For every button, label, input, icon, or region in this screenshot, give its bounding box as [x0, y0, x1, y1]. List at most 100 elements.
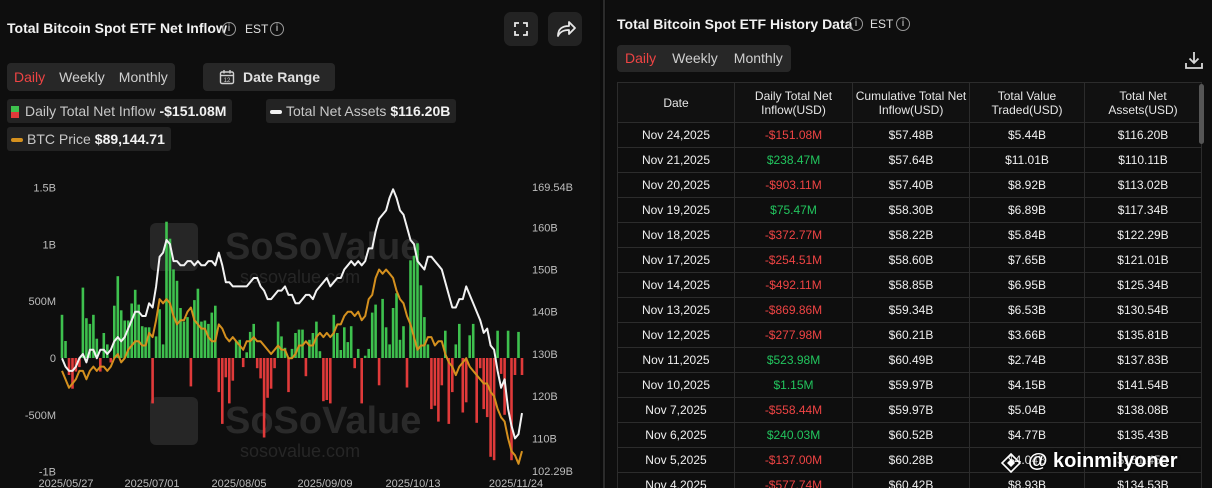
- info-icon[interactable]: i: [222, 22, 236, 36]
- inflow-bar: [325, 358, 329, 400]
- table-body: Nov 24,2025 -$151.08M $57.48B $5.44B $116.20…: [617, 122, 1202, 488]
- inflow-bar: [64, 341, 67, 358]
- inflow-bar: [158, 309, 161, 358]
- history-title: Total Bitcoin Spot ETF History Data: [617, 16, 853, 32]
- x-axis-tick-label: 2025/11/24: [489, 478, 543, 488]
- table-row[interactable]: Nov 12,2025 -$277.98M $60.21B $3.66B $135.81…: [617, 322, 1202, 348]
- table-row[interactable]: Nov 6,2025 $240.03M $60.52B $4.77B $135.43B: [617, 422, 1202, 448]
- column-header-traded[interactable]: Total Value Traded(USD): [969, 82, 1085, 123]
- table-row[interactable]: Nov 13,2025 -$869.86M $59.34B $6.53B $130.54…: [617, 297, 1202, 323]
- timezone-label: EST: [245, 22, 269, 36]
- cell-daily-inflow: -$372.77M: [734, 222, 853, 248]
- date-range-button[interactable]: 12 Date Range: [203, 63, 335, 91]
- timezone-info-icon[interactable]: i: [270, 22, 284, 36]
- inflow-bar: [471, 323, 475, 358]
- panel-divider: [603, 0, 605, 488]
- table-row[interactable]: Nov 20,2025 -$903.11M $57.40B $8.92B $113.02…: [617, 172, 1202, 198]
- inflow-bar: [78, 358, 81, 368]
- cell-assets: $134.53B: [1084, 472, 1202, 488]
- timezone-info-icon[interactable]: i: [896, 17, 910, 31]
- cell-traded: $6.53B: [969, 297, 1085, 323]
- x-axis-tick-label: 2025/05/27: [38, 478, 93, 488]
- inflow-bar: [339, 350, 343, 358]
- inflow-bar: [280, 336, 283, 358]
- table-row[interactable]: Nov 21,2025 $238.47M $57.64B $11.01B $110.11…: [617, 147, 1202, 173]
- table-scrollbar[interactable]: [1199, 84, 1204, 144]
- inflow-bar: [99, 358, 102, 372]
- cell-assets: $121.01B: [1084, 247, 1202, 273]
- inflow-bar: [433, 358, 437, 406]
- x-axis: 2025/05/27 2025/07/01 2025/08/05 2025/09/09…: [38, 478, 543, 488]
- tab-monthly[interactable]: Monthly: [733, 50, 783, 66]
- tab-daily[interactable]: Daily: [625, 50, 657, 66]
- inflow-bar: [161, 344, 165, 358]
- cell-cumulative: $59.97B: [852, 372, 970, 398]
- tab-daily[interactable]: Daily: [14, 69, 46, 85]
- cell-date: Nov 10,2025: [617, 372, 735, 398]
- fullscreen-button[interactable]: [504, 12, 538, 46]
- inflow-bar: [130, 303, 133, 358]
- inflow-bar: [241, 358, 245, 368]
- inflow-bar: [349, 326, 353, 358]
- legend-net-assets[interactable]: Total Net Assets $116.20B: [266, 99, 457, 123]
- history-interval-tabs: Daily Weekly Monthly: [617, 45, 791, 72]
- watermark-logo-icon: [150, 397, 198, 445]
- cell-traded: $7.65B: [969, 247, 1085, 273]
- share-icon: [557, 21, 576, 37]
- download-icon[interactable]: [1183, 49, 1205, 71]
- white-line-swatch-icon: [270, 110, 282, 115]
- table-row[interactable]: Nov 11,2025 $523.98M $60.49B $2.74B $137.83B: [617, 347, 1202, 373]
- inflow-bar: [200, 321, 203, 358]
- watermark-subtext: sosovalue.com: [240, 267, 360, 287]
- table-row[interactable]: Nov 10,2025 $1.15M $59.97B $4.15B $141.54B: [617, 372, 1202, 398]
- watermark-logo-icon: [150, 223, 198, 271]
- orange-line-swatch-icon: [11, 138, 23, 143]
- table-row[interactable]: Nov 24,2025 -$151.08M $57.48B $5.44B $116.20…: [617, 122, 1202, 148]
- legend-daily-inflow[interactable]: Daily Total Net Inflow -$151.08M: [7, 99, 233, 123]
- table-row[interactable]: Nov 4,2025 -$577.74M $60.42B $8.93B $134.53B: [617, 472, 1202, 488]
- inflow-bar: [343, 327, 346, 358]
- net-inflow-chart[interactable]: SoSoValue sosovalue.com SoSoValue sosova…: [0, 175, 600, 488]
- cell-assets: $116.20B: [1084, 122, 1202, 148]
- table-row[interactable]: Nov 17,2025 -$254.51M $58.60B $7.65B $121.01…: [617, 247, 1202, 273]
- cell-cumulative: $58.85B: [852, 272, 970, 298]
- left-axis-tick-label: 1B: [43, 239, 56, 251]
- cell-cumulative: $57.48B: [852, 122, 970, 148]
- left-axis: 1.5B 1B 500M 0 -500M -1B: [25, 183, 56, 479]
- inflow-bar: [186, 317, 189, 358]
- table-row[interactable]: Nov 19,2025 $75.47M $58.30B $6.89B $117.34B: [617, 197, 1202, 223]
- cell-traded: $2.74B: [969, 347, 1085, 373]
- tab-monthly[interactable]: Monthly: [118, 69, 168, 85]
- legend-btc-price[interactable]: BTC Price $89,144.71: [7, 127, 171, 151]
- cell-traded: $8.92B: [969, 172, 1085, 198]
- column-header-cumulative[interactable]: Cumulative Total Net Inflow(USD): [852, 82, 970, 123]
- tab-weekly[interactable]: Weekly: [672, 50, 718, 66]
- table-row[interactable]: Nov 5,2025 -$137.00M $60.28B $4.04B $131.45B: [617, 447, 1202, 473]
- inflow-bar: [496, 330, 499, 358]
- x-axis-tick-label: 2025/10/13: [385, 478, 440, 488]
- inflow-bar: [81, 287, 85, 358]
- cell-date: Nov 6,2025: [617, 422, 735, 448]
- right-axis-tick-label: 140B: [532, 307, 558, 319]
- inflow-bar: [95, 338, 99, 358]
- right-axis-tick-label: 110B: [532, 433, 557, 445]
- inflow-bar: [402, 326, 405, 358]
- column-header-date[interactable]: Date: [617, 82, 735, 123]
- tab-weekly[interactable]: Weekly: [59, 69, 105, 85]
- column-header-assets[interactable]: Total Net Assets(USD): [1084, 82, 1202, 123]
- share-button[interactable]: [548, 12, 582, 46]
- inflow-bar: [193, 300, 196, 358]
- table-row[interactable]: Nov 18,2025 -$372.77M $58.22B $5.84B $122.29…: [617, 222, 1202, 248]
- cell-daily-inflow: -$492.11M: [734, 272, 853, 298]
- inflow-bar: [381, 298, 384, 358]
- table-row[interactable]: Nov 14,2025 -$492.11M $58.85B $6.95B $125.34…: [617, 272, 1202, 298]
- cell-daily-inflow: -$151.08M: [734, 122, 853, 148]
- cell-daily-inflow: $238.47M: [734, 147, 853, 173]
- right-axis-tick-label: 102.29B: [532, 466, 573, 478]
- cell-assets: $122.29B: [1084, 222, 1202, 248]
- cell-assets: $138.08B: [1084, 397, 1202, 423]
- column-header-daily-inflow[interactable]: Daily Total Net Inflow(USD): [734, 82, 853, 123]
- table-row[interactable]: Nov 7,2025 -$558.44M $59.97B $5.04B $138.08B: [617, 397, 1202, 423]
- cell-assets: $130.54B: [1084, 297, 1202, 323]
- info-icon[interactable]: i: [849, 17, 863, 31]
